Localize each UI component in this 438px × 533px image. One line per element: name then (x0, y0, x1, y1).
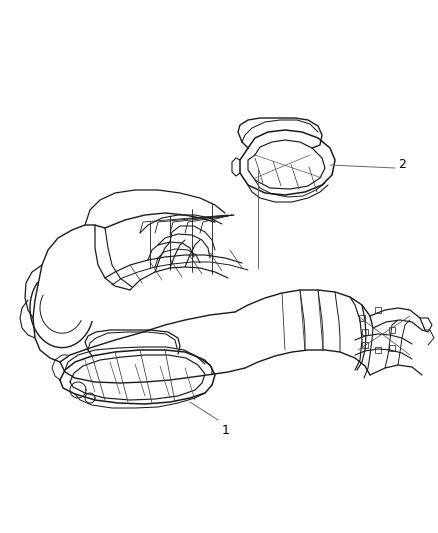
Bar (389, 345, 395, 351)
Bar (362, 329, 368, 335)
Bar (362, 342, 368, 348)
Text: 1: 1 (222, 424, 230, 437)
Bar (375, 347, 381, 353)
Bar (359, 315, 365, 321)
Text: 2: 2 (398, 157, 406, 171)
Bar (389, 327, 395, 333)
Bar (375, 307, 381, 313)
